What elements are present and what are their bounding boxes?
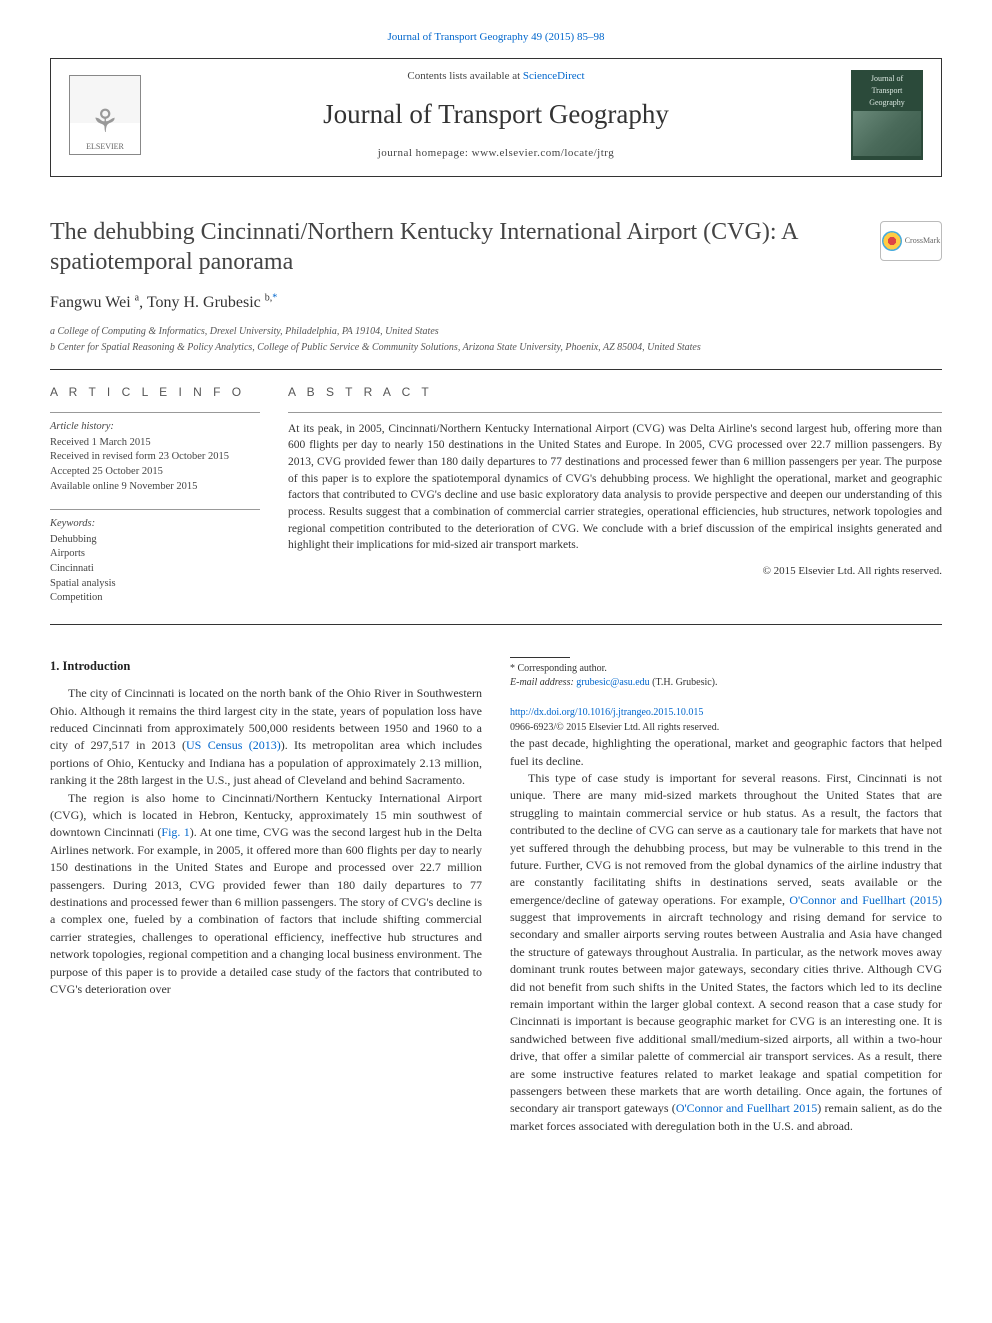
- journal-header: ⚘ ELSEVIER Contents lists available at S…: [50, 58, 942, 177]
- crossmark-label: CrossMark: [905, 235, 941, 247]
- para-1: The city of Cincinnati is located on the…: [50, 685, 482, 789]
- journal-citation-link[interactable]: Journal of Transport Geography 49 (2015)…: [388, 31, 605, 43]
- affiliation-b: b Center for Spatial Reasoning & Policy …: [50, 340, 942, 355]
- abstract-heading: A B S T R A C T: [288, 384, 942, 401]
- article-title: The dehubbing Cincinnati/Northern Kentuc…: [50, 217, 860, 277]
- para-4: This type of case study is important for…: [510, 770, 942, 1135]
- header-center: Contents lists available at ScienceDirec…: [141, 69, 851, 162]
- article-info: A R T I C L E I N F O Article history: R…: [50, 384, 260, 606]
- authors: Fangwu Wei a, Tony H. Grubesic b,*: [50, 291, 942, 314]
- email-label: E-mail address:: [510, 677, 576, 688]
- cover-title-3: Geography: [853, 98, 921, 108]
- crossmark-icon: [882, 231, 902, 251]
- email-suffix: (T.H. Grubesic).: [650, 677, 718, 688]
- author-1: Fangwu Wei: [50, 294, 131, 311]
- abstract-copyright: © 2015 Elsevier Ltd. All rights reserved…: [288, 564, 942, 580]
- keywords-label: Keywords:: [50, 516, 260, 531]
- author-sep: ,: [139, 294, 147, 311]
- author-2: Tony H. Grubesic: [147, 294, 261, 311]
- abstract-text: At its peak, in 2005, Cincinnati/Norther…: [288, 413, 942, 554]
- history-online: Available online 9 November 2015: [50, 480, 260, 495]
- para-2: The region is also home to Cincinnati/No…: [50, 790, 482, 999]
- cite-fig-1[interactable]: Fig. 1: [161, 825, 189, 839]
- email-footnote: E-mail address: grubesic@asu.edu (T.H. G…: [510, 676, 942, 690]
- info-abstract-row: A R T I C L E I N F O Article history: R…: [50, 370, 942, 624]
- cover-title-1: Journal of: [853, 74, 921, 84]
- section-1-heading: 1. Introduction: [50, 657, 482, 675]
- issn-copyright: 0966-6923/© 2015 Elsevier Ltd. All right…: [510, 721, 942, 736]
- keyword-1: Dehubbing: [50, 533, 260, 548]
- keyword-3: Cincinnati: [50, 562, 260, 577]
- affiliations: a College of Computing & Informatics, Dr…: [50, 324, 942, 355]
- elsevier-tree-icon: ⚘: [91, 105, 120, 137]
- journal-cover: Journal of Transport Geography: [851, 70, 923, 160]
- affiliation-a: a College of Computing & Informatics, Dr…: [50, 324, 942, 339]
- keyword-2: Airports: [50, 547, 260, 562]
- doi-block: http://dx.doi.org/10.1016/j.jtrangeo.201…: [510, 706, 942, 735]
- crossmark-badge[interactable]: CrossMark: [880, 221, 942, 261]
- article-body: 1. Introduction The city of Cincinnati i…: [50, 657, 942, 1135]
- homepage-line: journal homepage: www.elsevier.com/locat…: [141, 146, 851, 162]
- history-label: Article history:: [50, 419, 260, 434]
- cite-us-census[interactable]: US Census (2013): [186, 738, 281, 752]
- history-revised: Received in revised form 23 October 2015: [50, 450, 260, 465]
- author-email[interactable]: grubesic@asu.edu: [576, 677, 649, 688]
- cover-title-2: Transport: [853, 86, 921, 96]
- homepage-url[interactable]: www.elsevier.com/locate/jtrg: [472, 147, 615, 159]
- history-accepted: Accepted 25 October 2015: [50, 465, 260, 480]
- sciencedirect-link[interactable]: ScienceDirect: [523, 70, 585, 82]
- corresponding-marker[interactable]: *: [272, 293, 277, 304]
- keyword-5: Competition: [50, 591, 260, 606]
- para-3: the past decade, highlighting the operat…: [510, 735, 942, 770]
- doi-link[interactable]: http://dx.doi.org/10.1016/j.jtrangeo.201…: [510, 707, 703, 718]
- cite-oconnor-2[interactable]: O'Connor and Fuellhart 2015: [676, 1101, 817, 1115]
- contents-prefix: Contents lists available at: [407, 70, 522, 82]
- corresponding-footnote: * Corresponding author.: [510, 662, 942, 676]
- abstract: A B S T R A C T At its peak, in 2005, Ci…: [288, 384, 942, 606]
- contents-line: Contents lists available at ScienceDirec…: [141, 69, 851, 85]
- cite-oconnor-1[interactable]: O'Connor and Fuellhart (2015): [789, 893, 942, 907]
- journal-name: Journal of Transport Geography: [141, 95, 851, 134]
- history-received: Received 1 March 2015: [50, 436, 260, 451]
- info-heading: A R T I C L E I N F O: [50, 384, 260, 401]
- footnote-rule: [510, 657, 570, 658]
- title-row: The dehubbing Cincinnati/Northern Kentuc…: [50, 217, 942, 277]
- rule-bottom: [50, 624, 942, 625]
- elsevier-logo: ⚘ ELSEVIER: [69, 75, 141, 155]
- homepage-prefix: journal homepage:: [378, 147, 472, 159]
- elsevier-label: ELSEVIER: [86, 141, 124, 153]
- keyword-4: Spatial analysis: [50, 577, 260, 592]
- journal-citation: Journal of Transport Geography 49 (2015)…: [50, 30, 942, 46]
- cover-image: [853, 111, 921, 156]
